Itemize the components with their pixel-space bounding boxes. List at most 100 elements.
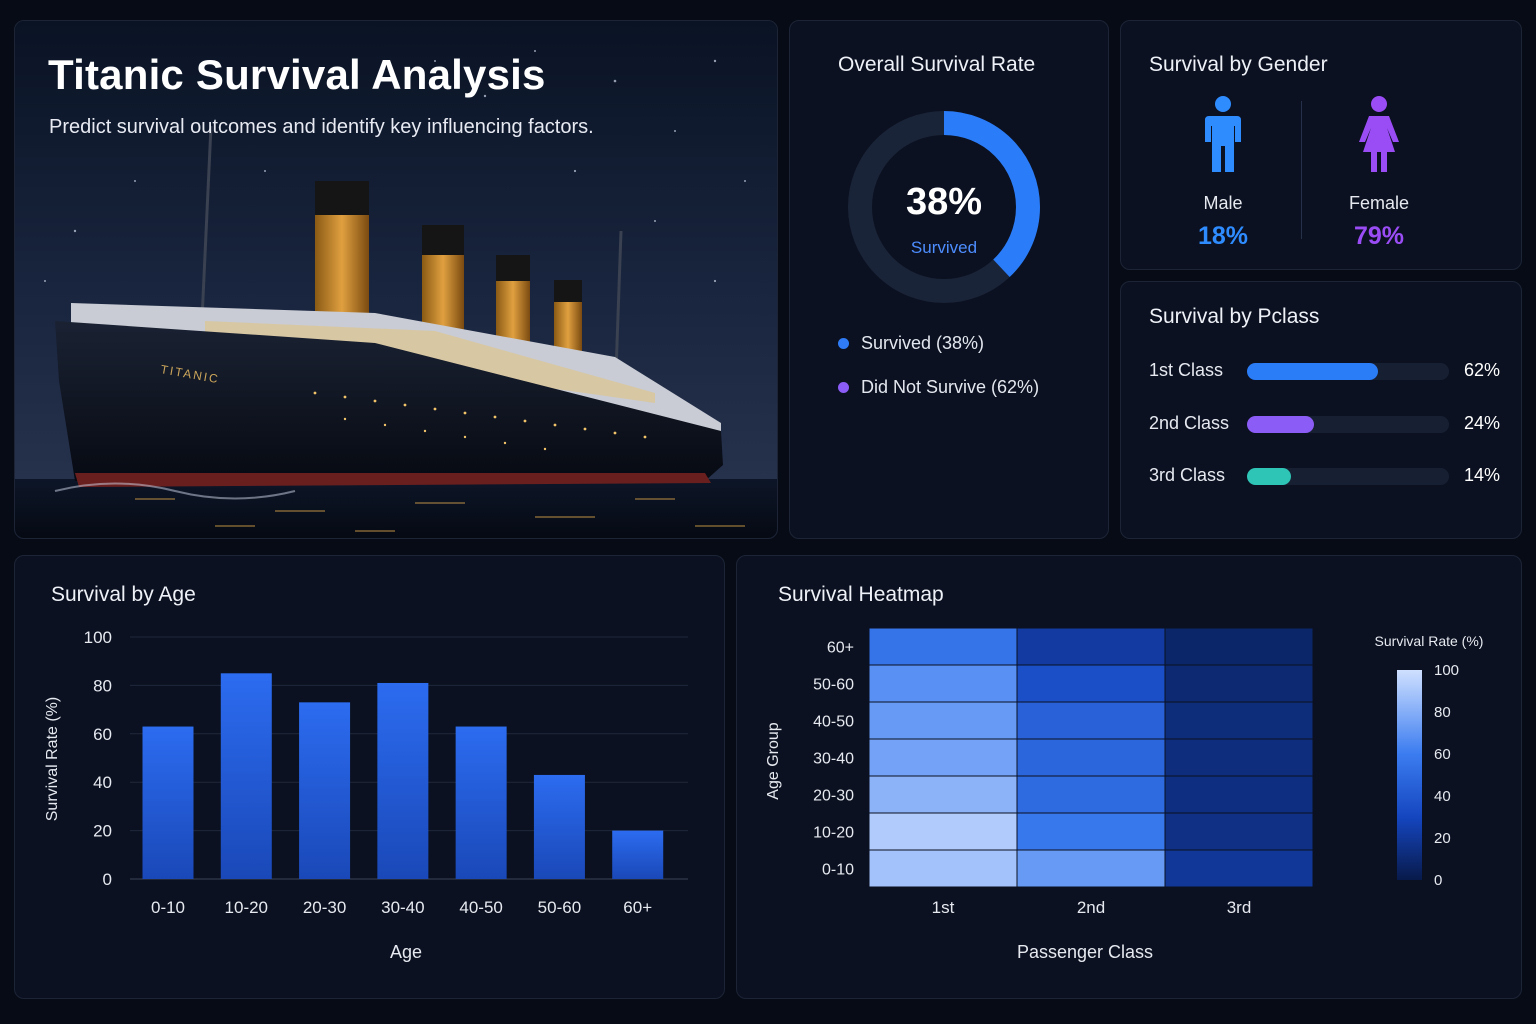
heatmap-cell — [868, 812, 1018, 851]
pclass-value-3rd: 14% — [1464, 465, 1501, 485]
titanic-illustration: TITANIC — [15, 21, 777, 538]
pclass-row-3rd: 3rd Class 14% — [1149, 465, 1509, 487]
age-bar-0-10 — [142, 726, 194, 879]
age-y-tick-label: 80 — [93, 676, 112, 695]
page-title: Titanic Survival Analysis — [48, 51, 546, 98]
heatmap-cell — [1164, 849, 1314, 888]
page-subtitle: Predict survival outcomes and identify k… — [49, 116, 594, 138]
gender-male: Male 18% — [1163, 96, 1283, 251]
heatmap-cell — [868, 627, 1018, 666]
male-label: Male — [1203, 193, 1243, 213]
heatmap-y-tick-label: 60+ — [827, 640, 854, 657]
age-x-tick-label: 30-40 — [381, 898, 424, 917]
legend-dot-survived — [838, 338, 849, 349]
legend-survived: Survived (38%) — [838, 333, 984, 354]
age-x-tick-label: 40-50 — [459, 898, 502, 917]
legend-dot-not-survived — [838, 382, 849, 393]
heatmap-cell — [1016, 812, 1166, 851]
legend-not-survived-label: Did Not Survive (62%) — [861, 377, 1040, 397]
heatmap-cell — [1164, 664, 1314, 703]
heatmap-y-tick-label: 40-50 — [813, 714, 854, 731]
donut-label: Survived — [910, 238, 978, 257]
colorbar-tick-label: 100 — [1434, 662, 1459, 679]
age-bar-20-30 — [299, 702, 351, 879]
age-bar-chart: 0 20 40 60 80 100 0-10 10-20 20-30 30-40 40-50 50-… — [44, 628, 688, 962]
colorbar-tick-label: 20 — [1434, 830, 1451, 847]
gender-title: Survival by Gender — [1149, 53, 1328, 76]
donut-survived-arc — [848, 111, 1040, 303]
age-bar-60+ — [612, 830, 664, 879]
heatmap-cell — [1016, 849, 1166, 888]
survival-heatmap: 60+ 50-60 40-50 30-40 20-30 10-20 0-10 1st 2nd 3… — [765, 627, 1484, 962]
pclass-value-2nd: 24% — [1464, 413, 1501, 433]
age-x-axis-label: Age — [390, 942, 422, 962]
heatmap-cell — [868, 849, 1018, 888]
age-x-tick-label: 10-20 — [225, 898, 268, 917]
heatmap-cell — [1164, 738, 1314, 777]
heatmap-cell — [868, 701, 1018, 740]
heatmap-cell — [1016, 627, 1166, 666]
heatmap-x-axis-label: Passenger Class — [1017, 942, 1153, 962]
age-y-tick-label: 0 — [103, 870, 112, 889]
age-y-tick-label: 60 — [93, 725, 112, 744]
age-chart-title: Survival by Age — [51, 583, 196, 606]
heatmap-x-tick-label: 1st — [932, 898, 955, 917]
heatmap-x-tick-label: 3rd — [1227, 898, 1252, 917]
donut-value: 38% — [905, 181, 983, 223]
pclass-label-3rd: 3rd Class — [1149, 465, 1226, 485]
heatmap-x-tick-label: 2nd — [1077, 898, 1105, 917]
age-bar-30-40 — [377, 682, 429, 879]
female-label: Female — [1348, 193, 1410, 213]
age-y-tick-label: 40 — [93, 773, 112, 792]
heatmap-y-tick-label: 50-60 — [813, 677, 854, 694]
age-x-tick-label: 0-10 — [151, 898, 185, 917]
pclass-bar-2nd — [1247, 416, 1314, 433]
pclass-value-1st: 62% — [1464, 360, 1501, 380]
overall-title: Overall Survival Rate — [838, 53, 1036, 76]
heatmap-cell — [1164, 627, 1314, 666]
gender-female: Female 79% — [1319, 96, 1439, 251]
legend-survived-label: Survived (38%) — [861, 333, 985, 353]
heatmap-y-tick-label: 20-30 — [813, 788, 854, 805]
age-bar-40-50 — [455, 726, 507, 879]
heatmap-cell — [868, 738, 1018, 777]
hero-card: TITANIC Titanic Survival Analysis Predic… — [14, 20, 778, 539]
heatmap-title: Survival Heatmap — [778, 583, 944, 606]
overall-survival-card: Overall Survival Rate 38% Survived Survi… — [789, 20, 1109, 539]
age-y-tick-label: 100 — [84, 628, 112, 647]
heatmap-cell — [1164, 812, 1314, 851]
heatmap-cell — [1016, 664, 1166, 703]
heatmap-y-tick-label: 10-20 — [813, 825, 854, 842]
age-bar-10-20 — [220, 673, 272, 879]
age-x-tick-label: 20-30 — [303, 898, 346, 917]
pclass-label-1st: 1st Class — [1149, 360, 1224, 380]
heatmap-cell — [1016, 701, 1166, 740]
gender-divider — [1301, 101, 1302, 239]
colorbar-label: Survival Rate (%) — [1375, 633, 1484, 649]
pclass-bar-3rd — [1247, 468, 1292, 485]
heatmap-y-axis-label: Age Group — [765, 722, 782, 799]
colorbar-tick-label: 60 — [1434, 746, 1451, 763]
heatmap-cell — [1164, 775, 1314, 814]
age-chart-card: Survival by Age 0 20 40 60 80 100 0-10 10-20 20… — [14, 555, 725, 999]
heatmap-cell — [868, 664, 1018, 703]
colorbar-tick-label: 0 — [1434, 872, 1442, 889]
pclass-row-2nd: 2nd Class 24% — [1149, 413, 1509, 435]
age-bar-50-60 — [533, 774, 585, 879]
pclass-track-2nd — [1247, 416, 1449, 433]
pclass-label-2nd: 2nd Class — [1149, 413, 1230, 433]
heatmap-cell — [868, 775, 1018, 814]
heatmap-cell — [1164, 701, 1314, 740]
pclass-row-1st: 1st Class 62% — [1149, 360, 1509, 382]
heatmap-cell — [1016, 775, 1166, 814]
colorbar-tick-label: 80 — [1434, 704, 1451, 721]
heatmap-cell — [1016, 738, 1166, 777]
male-icon — [1205, 96, 1241, 172]
heatmap-card: Survival Heatmap 60+ 50-60 40-50 30-40 20-30… — [736, 555, 1522, 999]
pclass-track-1st — [1247, 363, 1449, 380]
age-y-axis-label: Survival Rate (%) — [44, 697, 61, 821]
heatmap-y-tick-label: 30-40 — [813, 751, 854, 768]
female-value: 79% — [1353, 222, 1405, 250]
pclass-track-3rd — [1247, 468, 1449, 485]
legend-not-survived: Did Not Survive (62%) — [838, 377, 1039, 398]
